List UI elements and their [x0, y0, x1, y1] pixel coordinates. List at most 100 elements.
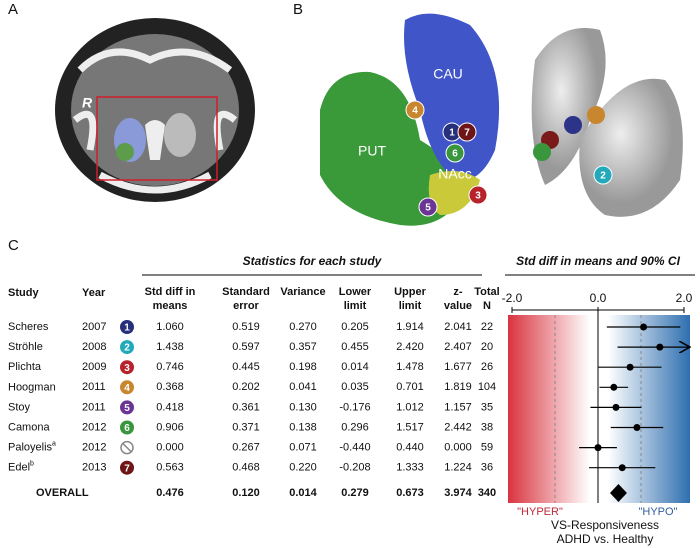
column-header: Standard	[222, 286, 270, 298]
cell: 0.202	[232, 381, 260, 393]
overall-diamond	[609, 484, 627, 502]
study-name: Stoy	[8, 401, 31, 413]
location-marker	[468, 185, 488, 205]
cell: 1.517	[396, 421, 424, 433]
cell: -0.208	[339, 462, 370, 474]
cell: 0.445	[232, 361, 260, 373]
cell: 0.906	[156, 421, 184, 433]
year: 2009	[82, 361, 106, 373]
cell: 104	[478, 381, 496, 393]
panel-label: A	[8, 1, 18, 18]
icon-number: 4	[124, 383, 130, 394]
superscript: b	[30, 461, 34, 468]
cell: 0.296	[341, 421, 369, 433]
marker-number: 5	[425, 203, 431, 214]
cell: 0.418	[156, 401, 184, 413]
column-header: N	[483, 300, 491, 312]
study-name: Edelb	[8, 461, 34, 474]
cell: 0.701	[396, 381, 424, 393]
brain-slice	[55, 18, 255, 202]
panel-label: C	[8, 237, 19, 254]
study-name: Ströhle	[8, 341, 43, 353]
column-header: limit	[399, 300, 422, 312]
study-icon	[120, 460, 134, 475]
cell: 1.438	[156, 341, 184, 353]
column-header: means	[153, 300, 188, 312]
x-axis-title: VS-Responsiveness	[551, 518, 659, 532]
cell: 0.014	[341, 361, 369, 373]
cell: 20	[481, 341, 493, 353]
study-icon	[120, 440, 134, 455]
x-axis-title: ADHD vs. Healthy	[557, 532, 654, 546]
study-icon	[120, 320, 134, 334]
study-icon	[120, 380, 134, 395]
cell: 0.120	[232, 487, 260, 499]
cell: 0.468	[232, 462, 260, 474]
x-tick-label: 2.0	[676, 291, 693, 305]
hypo-label: "HYPO"	[639, 506, 678, 518]
study-name: Camona	[8, 421, 50, 433]
effect-point	[594, 444, 602, 452]
column-header: error	[233, 300, 259, 312]
study-name: Hoogman	[8, 381, 56, 393]
column-header: Variance	[280, 286, 325, 298]
location-marker	[445, 143, 465, 163]
cell: 0.138	[289, 421, 317, 433]
marker-number: 4	[412, 106, 418, 117]
column-header: z-	[453, 286, 463, 298]
table-title: Statistics for each study	[243, 254, 383, 268]
year: 2012	[82, 421, 106, 433]
icon-number: 3	[124, 363, 130, 374]
marker-number: 6	[452, 149, 458, 160]
study-name: Scheres	[8, 321, 49, 333]
panel-label: B	[293, 1, 303, 18]
cell: 35	[481, 401, 493, 413]
cell: 1.478	[396, 361, 424, 373]
cell: 2.407	[444, 341, 472, 353]
study-icon	[120, 400, 134, 415]
cell: 0.198	[289, 361, 317, 373]
cell: 0.476	[156, 487, 184, 499]
column-header: Upper	[394, 286, 427, 298]
study-icon	[120, 420, 134, 435]
year: 2007	[82, 321, 106, 333]
cell: 2.442	[444, 421, 472, 433]
cell: 0.563	[156, 462, 184, 474]
region-label: PUT	[358, 143, 386, 159]
column-header: Std diff in	[145, 286, 196, 298]
cell: 0.041	[289, 381, 317, 393]
marker-number: 7	[464, 128, 470, 139]
year: 2011	[82, 381, 106, 393]
cell: 340	[478, 487, 496, 499]
column-header: Study	[8, 287, 39, 299]
cell: 1.333	[396, 462, 424, 474]
cell: 1.677	[444, 361, 472, 373]
cell: -0.440	[339, 442, 370, 454]
column-header: Total	[474, 286, 499, 298]
study-name: Hoogman	[8, 381, 56, 393]
icon-number: 7	[124, 463, 130, 474]
cell: 0.361	[232, 401, 260, 413]
study-name: Paloyelisa	[8, 440, 56, 453]
cell: 0.673	[396, 487, 424, 499]
cell: 22	[481, 321, 493, 333]
cell: 0.357	[289, 341, 317, 353]
icon-number: 2	[124, 343, 130, 354]
icon-number: 5	[124, 403, 130, 414]
study-name: Scheres	[8, 321, 49, 333]
location-marker	[457, 122, 477, 142]
marker-number: 2	[600, 171, 606, 182]
effect-point	[656, 343, 664, 351]
effect-point	[626, 363, 634, 371]
study-name: Plichta	[8, 361, 42, 373]
cell: 1.914	[396, 321, 424, 333]
cell: 0.000	[444, 442, 472, 454]
effect-point	[618, 464, 626, 472]
study-name: Camona	[8, 421, 50, 433]
side-label: R	[82, 95, 93, 111]
cell: 26	[481, 361, 493, 373]
study-name: Edel	[8, 462, 30, 474]
column-header: limit	[344, 300, 367, 312]
year: 2008	[82, 341, 106, 353]
